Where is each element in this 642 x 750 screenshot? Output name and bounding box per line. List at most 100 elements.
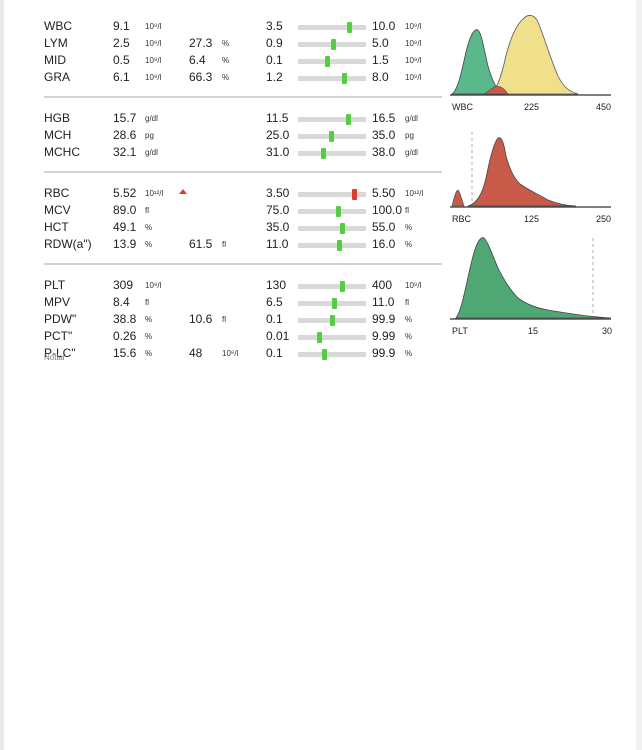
range-unit: 10⁹/l xyxy=(405,56,422,65)
range-indicator xyxy=(341,73,347,84)
secondary-unit: fl xyxy=(222,315,226,324)
range-unit: % xyxy=(405,315,413,324)
range-bar xyxy=(298,22,366,33)
page-edge-right xyxy=(636,0,642,750)
parameter-name: RDW(a") xyxy=(44,237,92,251)
parameter-unit: 10⁹/l xyxy=(145,281,162,290)
range-low: 3.50 xyxy=(266,186,290,200)
range-unit: % xyxy=(405,240,413,249)
parameter-value: 2.5 xyxy=(113,36,130,50)
result-group: WBC 9.1 10⁹/l 3.5 10.0 10⁹/l LYM 2.5 10⁹/l 27.3% 0… xyxy=(44,18,444,86)
high-flag-icon xyxy=(179,189,187,194)
parameter-unit: % xyxy=(145,332,153,341)
parameter-value: 13.9 xyxy=(113,237,137,251)
range-high: 38.0 xyxy=(372,145,396,159)
range-unit: g/dl xyxy=(405,114,418,123)
group-divider xyxy=(44,263,442,265)
range-bar xyxy=(298,298,366,309)
range-indicator xyxy=(330,315,336,326)
parameter-name: MCH xyxy=(44,128,72,142)
range-bar xyxy=(298,189,366,200)
range-bar xyxy=(298,114,366,125)
result-row: RDW(a") 13.9% 61.5 fl 11.0 16.0% xyxy=(44,236,444,253)
range-indicator xyxy=(317,332,323,343)
range-high: 8.0 xyxy=(372,70,389,84)
parameter-unit: g/dl xyxy=(145,114,158,123)
plt-histogram-label: PLT xyxy=(452,326,468,336)
range-bar xyxy=(298,56,366,67)
parameter-value: 0.26 xyxy=(113,329,137,343)
result-row: WBC 9.1 10⁹/l 3.5 10.0 10⁹/l xyxy=(44,18,444,35)
parameter-name: MCHC xyxy=(44,145,80,159)
parameter-unit: 10⁹/l xyxy=(145,22,162,31)
wbc-histogram-label: WBC xyxy=(452,102,473,112)
plt-tick-max: 30 xyxy=(602,326,613,336)
secondary-unit: % xyxy=(222,56,230,65)
range-bar xyxy=(298,39,366,50)
parameter-value: 15.6 xyxy=(113,346,137,360)
range-bar xyxy=(298,206,366,217)
range-indicator xyxy=(331,298,337,309)
range-low: 3.5 xyxy=(266,19,283,33)
result-row: HCT 49.1% 35.0 55.0% xyxy=(44,219,444,236)
range-unit: 10⁹/l xyxy=(405,39,422,48)
range-unit: 10⁹/l xyxy=(405,281,422,290)
range-bar xyxy=(298,148,366,159)
parameter-unit: % xyxy=(145,223,153,232)
group-divider xyxy=(44,171,442,173)
result-row: GRA 6.1 10⁹/l 66.3% 1.2 8.0 10⁹/l xyxy=(44,69,444,86)
result-row: PCT" 0.26% 0.01 9.99% xyxy=(44,328,444,345)
parameter-value: 0.5 xyxy=(113,53,130,67)
range-indicator xyxy=(328,131,334,142)
range-low: 0.1 xyxy=(266,53,283,67)
range-indicator xyxy=(340,223,346,234)
secondary-value: 66.3 xyxy=(189,70,213,84)
secondary-unit: % xyxy=(222,73,230,82)
range-high: 55.0 xyxy=(372,220,396,234)
plt-tick-mid: 15 xyxy=(528,326,539,336)
result-group: PLT 309 10⁹/l 130 400 10⁹/l MPV 8.4 fl 6.5 11.0 fl P… xyxy=(44,277,444,362)
wbc-histogram-plot xyxy=(450,14,611,96)
secondary-value: 48 xyxy=(189,346,203,360)
rbc-histogram-label: RBC xyxy=(452,214,472,224)
parameter-unit: 10⁹/l xyxy=(145,39,162,48)
range-low: 0.9 xyxy=(266,36,283,50)
range-indicator xyxy=(320,148,326,159)
parameter-value: 15.7 xyxy=(113,111,137,125)
range-low: 130 xyxy=(266,278,287,292)
range-unit: 10¹²/l xyxy=(405,189,424,198)
result-row: RBC 5.52 10¹²/l 3.50 5.50 10¹²/l xyxy=(44,185,444,202)
parameter-name: HGB xyxy=(44,111,71,125)
range-indicator xyxy=(336,240,342,251)
parameter-name: HCT xyxy=(44,220,69,234)
range-low: 6.5 xyxy=(266,295,283,309)
secondary-value: 27.3 xyxy=(189,36,213,50)
range-unit: 10⁹/l xyxy=(405,73,422,82)
range-low: 0.1 xyxy=(266,346,283,360)
range-high: 16.0 xyxy=(372,237,396,251)
result-row: MPV 8.4 fl 6.5 11.0 fl xyxy=(44,294,444,311)
range-high: 16.5 xyxy=(372,111,396,125)
notes-label: Notlar xyxy=(44,353,66,362)
parameter-name: MID xyxy=(44,53,66,67)
parameter-name: P-LC" xyxy=(44,346,76,360)
range-high: 5.0 xyxy=(372,36,389,50)
range-bar xyxy=(298,332,366,343)
parameter-unit: % xyxy=(145,240,153,249)
parameter-name: WBC xyxy=(44,19,72,33)
result-group: HGB 15.7 g/dl 11.5 16.5 g/dl MCH 28.6 pg 25.0 35.0… xyxy=(44,110,444,161)
parameter-value: 6.1 xyxy=(113,70,130,84)
rbc-tick-mid: 125 xyxy=(524,214,540,224)
range-bar xyxy=(298,349,366,360)
parameter-name: MCV xyxy=(44,203,71,217)
range-indicator xyxy=(322,349,328,360)
wbc-gra-curve xyxy=(487,14,579,95)
report-page: WBC 9.1 10⁹/l 3.5 10.0 10⁹/l LYM 2.5 10⁹/l 27.3% 0… xyxy=(4,0,636,750)
secondary-value: 10.6 xyxy=(189,312,213,326)
parameter-name: PLT xyxy=(44,278,66,292)
parameter-name: MPV xyxy=(44,295,71,309)
parameter-unit: % xyxy=(145,349,153,358)
result-row: MCHC 32.1 g/dl 31.0 38.0 g/dl xyxy=(44,144,444,161)
rbc-curve xyxy=(467,137,577,207)
parameter-unit: g/dl xyxy=(145,148,158,157)
